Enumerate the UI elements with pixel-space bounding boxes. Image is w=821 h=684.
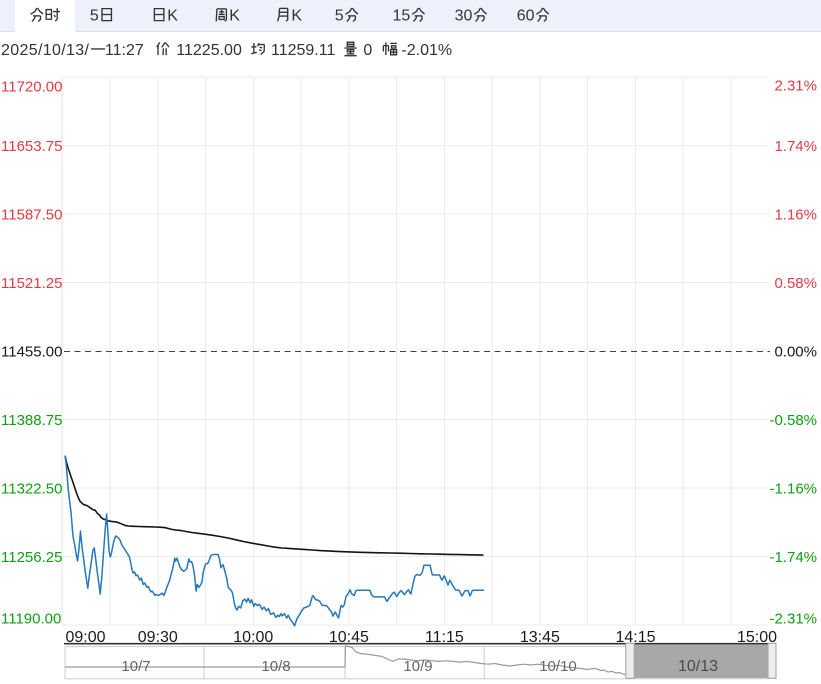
svg-text:10:00: 10:00 xyxy=(233,629,273,646)
svg-text:13:45: 13:45 xyxy=(520,629,560,646)
svg-text:09:00: 09:00 xyxy=(65,629,105,646)
svg-text:15:00: 15:00 xyxy=(737,629,777,646)
svg-text:11388.75: 11388.75 xyxy=(1,412,62,429)
svg-text:5: 5 xyxy=(90,8,99,25)
svg-text:14:15: 14:15 xyxy=(615,629,655,646)
svg-text:11521.25: 11521.25 xyxy=(1,275,62,292)
svg-text:-1.16%: -1.16% xyxy=(769,480,817,497)
svg-text:15: 15 xyxy=(393,8,411,25)
svg-text:K: K xyxy=(291,8,302,25)
svg-text:10/9: 10/9 xyxy=(403,658,432,675)
svg-text:10:45: 10:45 xyxy=(329,629,369,646)
svg-text:11:27: 11:27 xyxy=(105,42,144,59)
svg-text:11455.00: 11455.00 xyxy=(1,343,62,360)
svg-text:11720.00: 11720.00 xyxy=(1,78,62,95)
svg-text:11322.50: 11322.50 xyxy=(1,480,62,497)
svg-text:2.31%: 2.31% xyxy=(774,77,817,94)
svg-text:11256.25: 11256.25 xyxy=(1,549,62,566)
svg-text:11190.00: 11190.00 xyxy=(1,610,61,627)
svg-text:10/7: 10/7 xyxy=(121,658,150,675)
svg-text:10/8: 10/8 xyxy=(261,658,290,675)
svg-text:11653.75: 11653.75 xyxy=(1,138,62,155)
svg-text:60: 60 xyxy=(517,8,535,25)
svg-text:0.00%: 0.00% xyxy=(774,343,817,360)
svg-text:0.58%: 0.58% xyxy=(774,275,817,292)
svg-text:30: 30 xyxy=(455,8,473,25)
svg-text:-2.01%: -2.01% xyxy=(401,42,452,59)
svg-text:-0.58%: -0.58% xyxy=(769,412,817,429)
svg-text:11:15: 11:15 xyxy=(425,629,464,646)
svg-text:1.74%: 1.74% xyxy=(774,138,817,155)
svg-text:-2.31%: -2.31% xyxy=(769,610,817,627)
svg-text:1.16%: 1.16% xyxy=(774,206,817,223)
svg-text:-1.74%: -1.74% xyxy=(769,549,817,566)
svg-text:10/10: 10/10 xyxy=(539,658,577,675)
svg-text:0: 0 xyxy=(363,42,372,59)
svg-text:11259.11: 11259.11 xyxy=(271,42,335,59)
svg-text:09:30: 09:30 xyxy=(138,629,178,646)
svg-text:11225.00: 11225.00 xyxy=(176,42,242,59)
svg-text:K: K xyxy=(167,8,178,25)
svg-text:5: 5 xyxy=(335,8,344,25)
svg-text:11587.50: 11587.50 xyxy=(1,206,62,223)
svg-text:K: K xyxy=(229,8,240,25)
svg-text:10/13: 10/13 xyxy=(678,658,718,675)
svg-text:2025/10/13/: 2025/10/13/ xyxy=(1,42,90,59)
